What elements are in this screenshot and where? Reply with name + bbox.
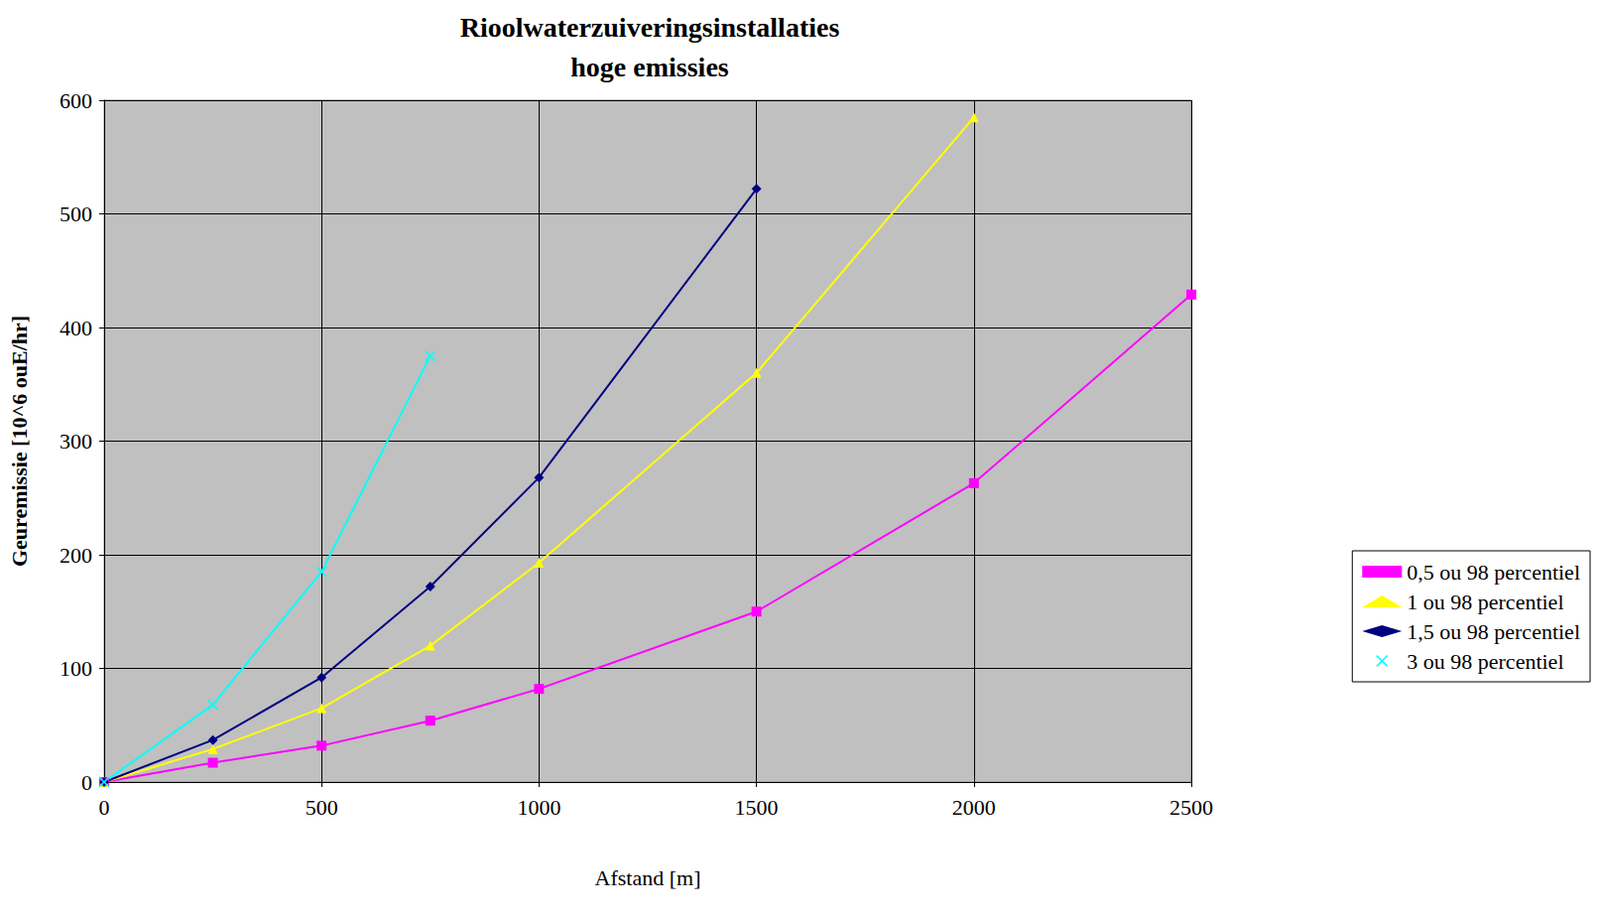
svg-text:1,5 ou 98 percentiel: 1,5 ou 98 percentiel [1406, 618, 1581, 644]
svg-text:600: 600 [59, 88, 93, 114]
svg-text:1 ou 98 percentiel: 1 ou 98 percentiel [1406, 589, 1564, 615]
svg-text:Geuremissie [10^6 ouE/hr]: Geuremissie [10^6 ouE/hr] [6, 315, 32, 567]
svg-text:500: 500 [59, 201, 93, 227]
svg-text:2500: 2500 [1169, 794, 1214, 820]
svg-text:100: 100 [59, 655, 93, 681]
svg-text:1500: 1500 [735, 794, 779, 820]
svg-text:2000: 2000 [952, 794, 996, 820]
svg-text:Afstand [m]: Afstand [m] [595, 864, 702, 890]
svg-text:0: 0 [99, 794, 111, 820]
svg-text:200: 200 [59, 542, 93, 568]
svg-text:500: 500 [305, 794, 339, 820]
svg-text:3 ou 98 percentiel: 3 ou 98 percentiel [1406, 648, 1564, 674]
svg-text:300: 300 [59, 428, 93, 454]
svg-text:hoge emissies: hoge emissies [570, 51, 730, 83]
svg-text:0: 0 [81, 769, 93, 795]
svg-text:400: 400 [59, 315, 93, 341]
svg-text:0,5 ou 98 percentiel: 0,5 ou 98 percentiel [1406, 559, 1581, 585]
svg-text:Rioolwaterzuiveringsinstallati: Rioolwaterzuiveringsinstallaties [460, 11, 841, 43]
svg-text:1000: 1000 [516, 794, 561, 820]
